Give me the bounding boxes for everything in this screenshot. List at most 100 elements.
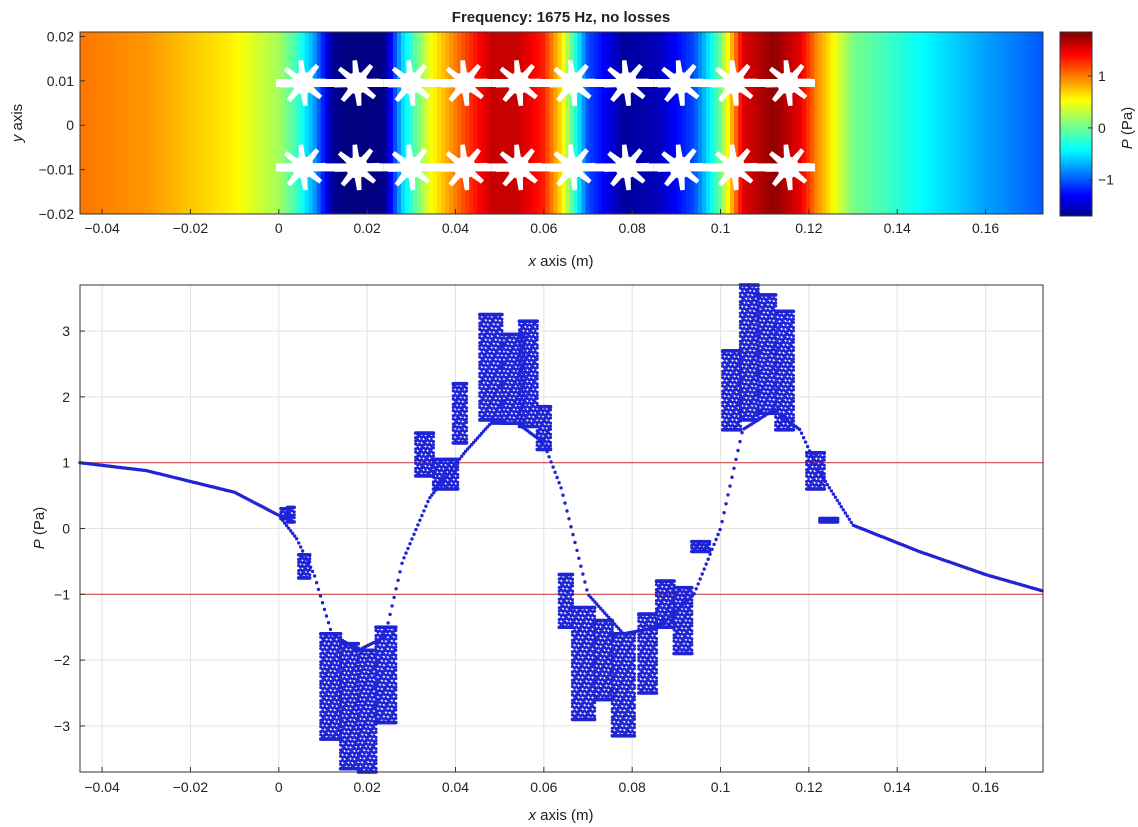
data-point xyxy=(583,580,587,584)
data-point xyxy=(374,766,378,771)
data-point xyxy=(831,492,836,496)
data-point xyxy=(548,447,553,452)
data-point xyxy=(563,501,567,505)
field-strip xyxy=(774,32,779,214)
field-strip xyxy=(1038,32,1043,214)
field-x-tick-label: −0.02 xyxy=(173,220,209,236)
field-strip xyxy=(368,32,374,214)
data-point xyxy=(408,542,412,546)
field-strip xyxy=(886,32,892,214)
data-point xyxy=(535,343,539,347)
field-strip xyxy=(196,32,201,214)
colorbar-ticks: −101 xyxy=(1088,68,1114,188)
data-point xyxy=(548,432,553,436)
data-point xyxy=(500,320,504,324)
field-strip xyxy=(914,32,920,214)
scatterer-arm xyxy=(437,79,492,87)
data-point xyxy=(535,371,539,375)
field-strip xyxy=(148,32,153,214)
data-point xyxy=(374,735,378,740)
field-strip xyxy=(697,32,703,214)
data-point xyxy=(535,332,539,336)
data-point xyxy=(535,377,539,381)
field-strip xyxy=(922,32,928,214)
data-point xyxy=(464,434,469,438)
field-strip xyxy=(509,32,514,214)
data-point xyxy=(575,548,579,553)
data-point xyxy=(307,553,312,557)
field-title: Frequency: 1675 Hz, no losses xyxy=(452,9,670,26)
field-strip xyxy=(609,32,615,214)
field-strip xyxy=(717,32,723,214)
field-strip xyxy=(882,32,888,214)
field-strip xyxy=(830,32,835,214)
data-point xyxy=(835,498,840,503)
data-point xyxy=(577,556,581,560)
field-strip xyxy=(140,32,145,214)
field-strip xyxy=(144,32,149,214)
data-point xyxy=(799,431,804,435)
data-point xyxy=(603,611,607,615)
field-strip xyxy=(268,32,274,214)
field-strip xyxy=(842,32,847,214)
field-strip xyxy=(112,32,117,214)
data-point xyxy=(392,595,396,600)
field-strip xyxy=(970,32,976,214)
field-strip xyxy=(677,32,683,214)
field-strip xyxy=(874,32,880,214)
data-point xyxy=(432,490,436,495)
data-point xyxy=(394,688,398,692)
field-y-label-var: y xyxy=(9,133,26,143)
data-point xyxy=(579,564,583,568)
field-strip xyxy=(384,32,390,214)
field-strip xyxy=(822,32,827,214)
data-point xyxy=(308,573,312,577)
field-strip xyxy=(288,32,294,214)
field-strip xyxy=(962,32,968,214)
data-point xyxy=(565,509,569,513)
data-point xyxy=(535,323,539,328)
data-point xyxy=(300,549,305,553)
field-strip xyxy=(986,32,992,214)
field-strip xyxy=(252,32,258,214)
field-strip xyxy=(958,32,964,214)
field-x-tick-label: 0.16 xyxy=(972,220,999,236)
field-x-tick-label: 0.08 xyxy=(619,220,646,236)
field-strip xyxy=(890,32,896,214)
field-strip xyxy=(629,32,635,214)
data-point xyxy=(500,312,504,317)
field-strip xyxy=(862,32,868,214)
field-strip xyxy=(304,32,310,214)
data-point xyxy=(732,466,736,470)
field-y-label: y axis xyxy=(9,104,26,143)
data-point xyxy=(456,468,460,472)
field-strip xyxy=(798,32,803,214)
data-point xyxy=(535,393,539,397)
field-strip xyxy=(88,32,93,214)
field-strip xyxy=(473,32,478,214)
field-strip xyxy=(533,32,539,214)
data-point xyxy=(535,366,539,370)
data-point xyxy=(700,572,704,576)
field-strip xyxy=(308,32,314,214)
colorbar-label: P (Pa) xyxy=(1119,107,1136,150)
data-point xyxy=(585,588,589,592)
data-point xyxy=(730,475,734,479)
data-point xyxy=(849,520,853,525)
field-strip xyxy=(557,32,563,214)
data-point xyxy=(610,623,614,628)
field-strip xyxy=(541,32,547,214)
field-strip xyxy=(465,32,470,214)
field-strip xyxy=(156,32,161,214)
field-strip xyxy=(525,32,530,214)
field-strip xyxy=(790,32,795,214)
data-point xyxy=(595,602,599,606)
data-point xyxy=(339,635,343,639)
data-point xyxy=(394,657,398,661)
data-point xyxy=(420,513,424,518)
data-point xyxy=(500,329,504,333)
data-point xyxy=(548,444,553,448)
field-strip xyxy=(601,32,607,214)
field-strip xyxy=(240,32,246,214)
data-point xyxy=(738,439,742,444)
